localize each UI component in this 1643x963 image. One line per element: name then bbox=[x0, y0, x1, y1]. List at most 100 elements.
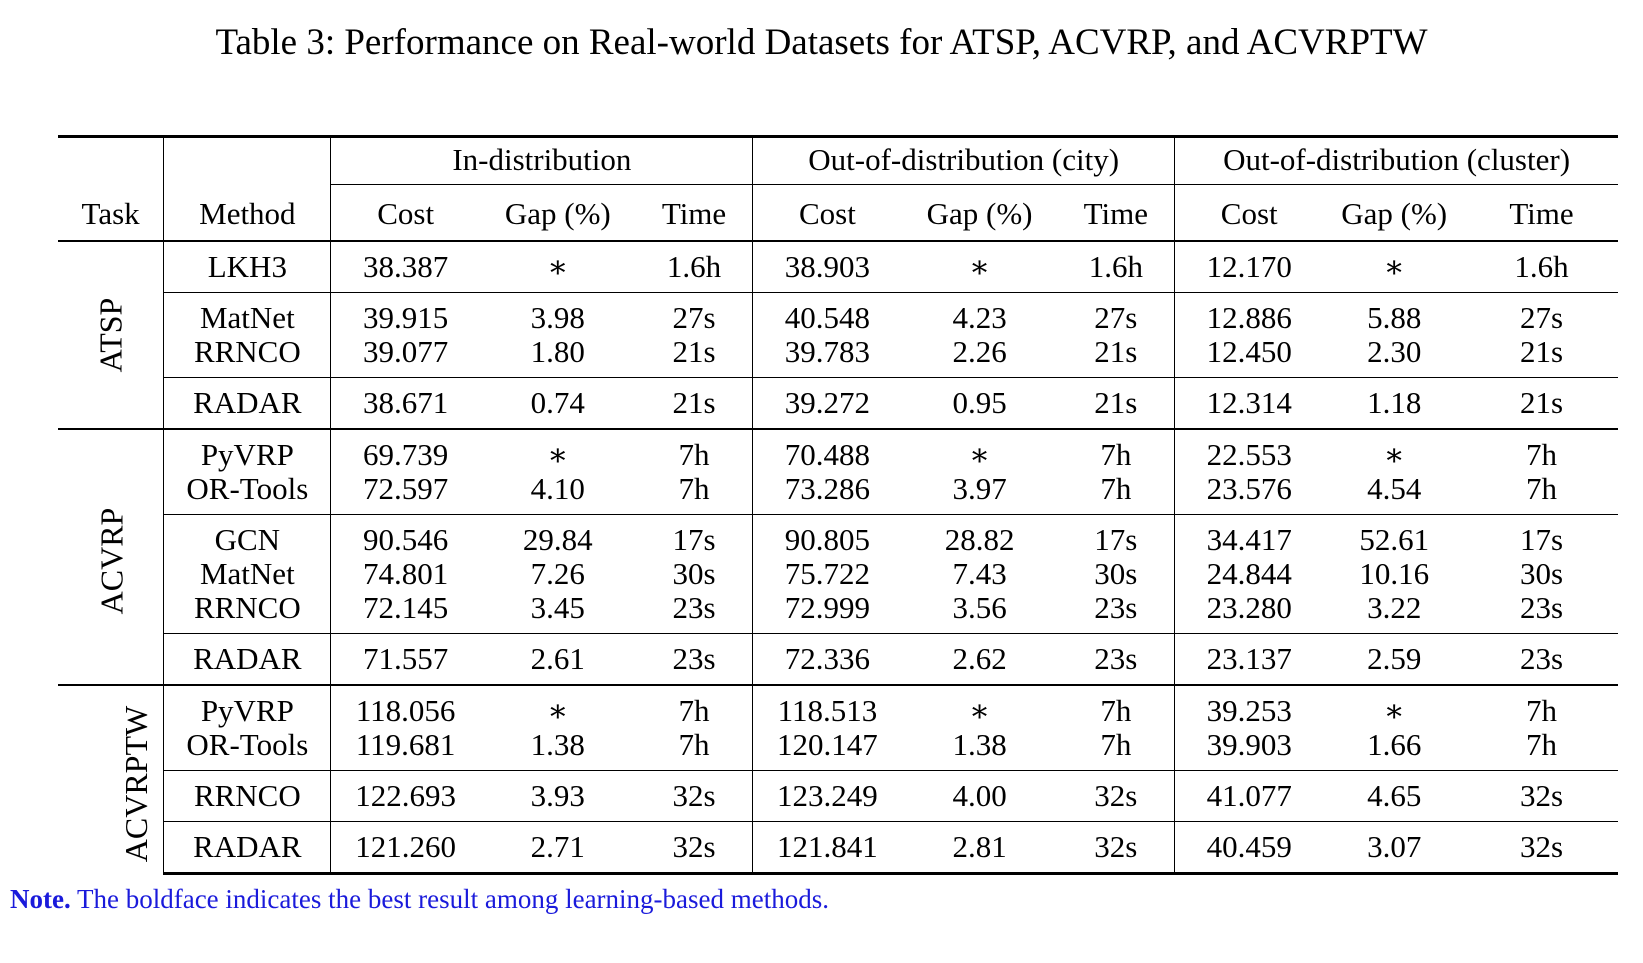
cost-cell: 41.077 bbox=[1174, 770, 1324, 822]
gap-cell: 3.93 bbox=[479, 770, 636, 822]
time-cell: 7h bbox=[1465, 428, 1618, 472]
time-cell: 32s bbox=[1057, 821, 1175, 875]
gap-cell: 3.97 bbox=[952, 471, 1007, 506]
cost-cell: 118.513 bbox=[752, 684, 902, 728]
time-cell: 1.6h bbox=[1465, 240, 1618, 293]
header-column-row: Task Method Cost Gap (%) Time Cost Gap (… bbox=[58, 188, 1618, 241]
table-row: MatNet 39.915 3.98 27s 40.548 4.23 27s 12.886 5.… bbox=[58, 292, 1618, 335]
time-cell: 23s bbox=[1094, 590, 1138, 625]
time-cell: 30s bbox=[1519, 556, 1564, 591]
time-cell: 30s bbox=[672, 556, 716, 591]
cost-cell: 72.597 bbox=[330, 472, 480, 515]
gap-cell: 2.71 bbox=[479, 821, 636, 875]
cost-cell: 39.253 bbox=[1174, 684, 1324, 728]
cost-cell: 38.671 bbox=[330, 377, 480, 429]
method-cell: RRNCO bbox=[163, 591, 331, 634]
gap-cell: ∗ bbox=[479, 684, 636, 728]
time-cell: 7h bbox=[1526, 471, 1557, 506]
gap-cell: 2.59 bbox=[1323, 633, 1466, 685]
time-cell: 27s bbox=[1057, 292, 1175, 335]
gap-cell: 2.61 bbox=[479, 633, 636, 685]
gap-cell: ∗ bbox=[1323, 428, 1466, 472]
cost-cell: 120.147 bbox=[752, 728, 902, 771]
time-cell: 1.6h bbox=[1057, 240, 1175, 293]
time-cell: 32s bbox=[1057, 770, 1175, 822]
cost-cell: 72.999 bbox=[752, 591, 902, 634]
note-label: Note. bbox=[10, 884, 71, 914]
gap-cell: 2.62 bbox=[901, 633, 1058, 685]
group-ood-cluster: Out-of-distribution (cluster) bbox=[1174, 135, 1618, 188]
time-cell: 7h bbox=[1465, 684, 1618, 728]
task-label: ACVRP bbox=[58, 428, 164, 685]
gap-cell: 7.26 bbox=[530, 556, 585, 591]
gap-cell: 1.38 bbox=[530, 727, 585, 762]
gap-cell: 5.88 bbox=[1323, 292, 1466, 335]
table-row: RADAR 121.260 2.71 32s 121.841 2.81 32s 40.459 3… bbox=[58, 821, 1618, 875]
table-row: RADAR 38.671 0.74 21s 39.272 0.95 21s 12.314 1.1… bbox=[58, 377, 1618, 429]
time-cell: 7h bbox=[678, 727, 710, 762]
gap-cell: ∗ bbox=[479, 428, 636, 472]
time-cell: 7h bbox=[1100, 727, 1132, 762]
time-cell: 7h bbox=[1100, 471, 1132, 506]
gap-cell: ∗ bbox=[1323, 240, 1466, 293]
method-cell: PyVRP bbox=[163, 428, 331, 472]
gap-cell: 4.23 bbox=[901, 292, 1058, 335]
cost-cell: 12.170 bbox=[1174, 240, 1324, 293]
group-ood-city: Out-of-distribution (city) bbox=[752, 135, 1175, 188]
cost-cell: 123.249 bbox=[752, 770, 902, 822]
col-header-cost: Cost bbox=[1174, 188, 1324, 241]
table-row: RRNCO 72.145 3.45 23s 72.999 3.56 23s 23.280 3.2… bbox=[58, 591, 1618, 634]
table-row: ACVRP PyVRP 69.739 ∗ 7h 70.488 ∗ 7h 22.553 ∗ 7h bbox=[58, 428, 1618, 685]
time-cell: 7h bbox=[678, 471, 710, 506]
cost-cell: 34.417 bbox=[1174, 514, 1324, 557]
gap-cell: 52.61 bbox=[1323, 514, 1466, 557]
time-cell: 17s bbox=[1465, 514, 1618, 557]
cost-cell: 70.488 bbox=[752, 428, 902, 472]
method-cell: MatNet bbox=[163, 292, 331, 335]
time-cell: 32s bbox=[1465, 770, 1618, 822]
method-cell: LKH3 bbox=[163, 240, 331, 293]
header-blank-task bbox=[58, 135, 164, 188]
table-row: RADAR 71.557 2.61 23s 72.336 2.62 23s 23.137 2.5… bbox=[58, 633, 1618, 685]
time-cell: 21s bbox=[1465, 377, 1618, 429]
gap-cell: 1.66 bbox=[1367, 727, 1422, 762]
method-cell: RRNCO bbox=[163, 770, 331, 822]
time-cell: 32s bbox=[635, 770, 753, 822]
col-header-method: Method bbox=[163, 188, 331, 241]
cost-cell: 40.459 bbox=[1174, 821, 1324, 875]
gap-cell: 4.00 bbox=[901, 770, 1058, 822]
gap-cell: 3.98 bbox=[479, 292, 636, 335]
cost-cell: 23.137 bbox=[1174, 633, 1324, 685]
gap-cell: 1.38 bbox=[952, 727, 1007, 762]
cost-cell: 74.801 bbox=[330, 557, 480, 591]
time-cell: 23s bbox=[672, 590, 716, 625]
time-cell: 7h bbox=[635, 684, 753, 728]
cost-cell: 69.739 bbox=[330, 428, 480, 472]
cost-cell: 40.548 bbox=[752, 292, 902, 335]
time-cell: 27s bbox=[635, 292, 753, 335]
gap-cell: ∗ bbox=[1323, 684, 1466, 728]
cost-cell: 39.783 bbox=[752, 335, 902, 378]
time-cell: 23s bbox=[1519, 590, 1564, 625]
table-note: Note. The boldface indicates the best re… bbox=[10, 884, 829, 915]
cost-cell: 121.260 bbox=[330, 821, 480, 875]
cost-cell: 75.722 bbox=[752, 557, 902, 591]
method-cell: RRNCO bbox=[163, 335, 331, 378]
gap-cell: 1.18 bbox=[1323, 377, 1466, 429]
note-text: The boldface indicates the best result a… bbox=[70, 884, 830, 914]
col-header-gap: Gap (%) bbox=[504, 196, 611, 231]
table-row: OR-Tools 119.681 1.38 7h 120.147 1.38 7h 39.903… bbox=[58, 728, 1618, 771]
time-cell: 21s bbox=[1094, 334, 1138, 369]
gap-cell: 28.82 bbox=[901, 514, 1058, 557]
group-in-distribution: In-distribution bbox=[330, 135, 753, 188]
cost-cell: 121.841 bbox=[752, 821, 902, 875]
gap-cell: 4.65 bbox=[1323, 770, 1466, 822]
gap-cell: 1.80 bbox=[530, 334, 585, 369]
gap-cell: 0.74 bbox=[479, 377, 636, 429]
col-header-time: Time bbox=[1509, 196, 1574, 231]
time-cell: 32s bbox=[635, 821, 753, 875]
method-cell: RADAR bbox=[163, 377, 331, 429]
cost-cell: 38.387 bbox=[330, 240, 480, 293]
cost-cell: 23.280 bbox=[1174, 591, 1324, 634]
time-cell: 21s bbox=[635, 377, 753, 429]
